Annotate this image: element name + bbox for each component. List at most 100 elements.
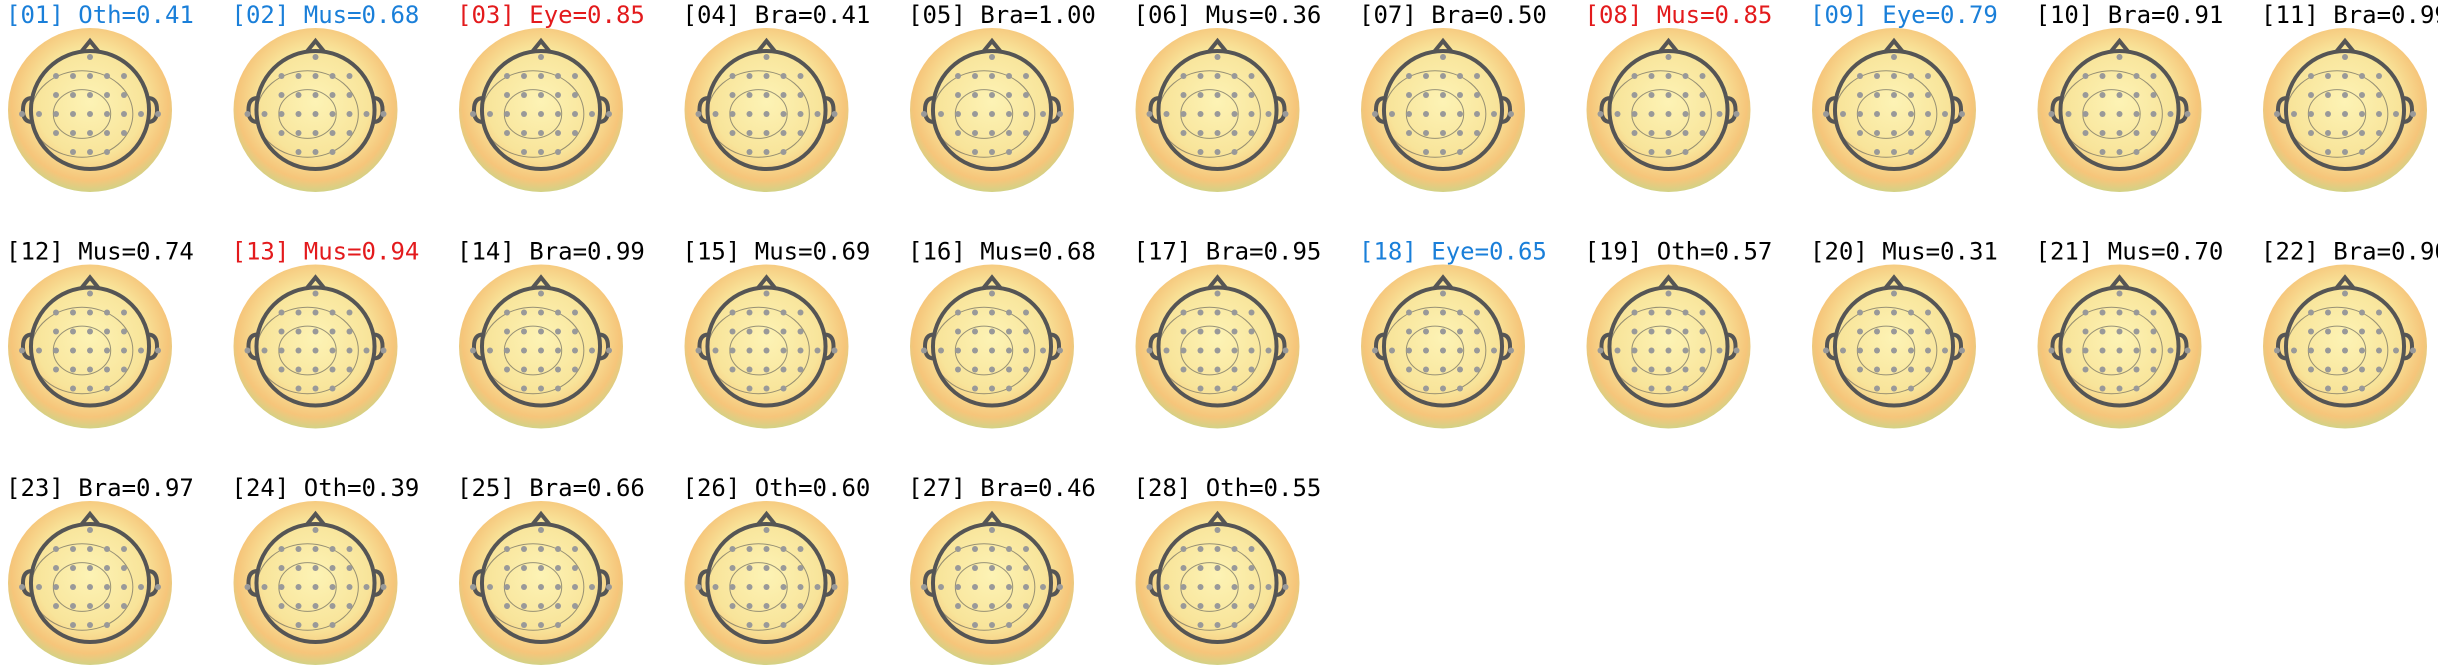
- electrode: [797, 309, 804, 316]
- electrode: [521, 603, 527, 609]
- electrode: [1197, 328, 1204, 335]
- electrode: [1682, 347, 1689, 354]
- right-ear: [373, 96, 385, 124]
- component-label: [07] Bra=0.50: [1359, 1, 1547, 29]
- electrode: [104, 546, 110, 552]
- electrode: [2099, 92, 2106, 98]
- electrode: [1023, 366, 1029, 373]
- electrode: [2099, 309, 2106, 316]
- electrode: [780, 328, 787, 335]
- electrode: [972, 622, 978, 628]
- electrode: [87, 73, 93, 79]
- electrode: [312, 149, 319, 155]
- electrode: [87, 527, 93, 533]
- electrode: [1372, 347, 1378, 354]
- electrode: [2116, 328, 2123, 335]
- electrode: [2065, 111, 2072, 117]
- electrode: [763, 111, 770, 117]
- electrode: [1648, 149, 1655, 155]
- component-label: [12] Mus=0.74: [6, 238, 194, 266]
- electrode: [104, 328, 110, 335]
- electrode: [295, 328, 302, 335]
- electrode: [989, 111, 995, 117]
- electrode: [295, 347, 302, 354]
- electrode: [555, 149, 561, 155]
- electrode: [538, 130, 544, 136]
- electrode: [572, 347, 578, 354]
- electrode: [1891, 290, 1897, 297]
- electrode: [1648, 92, 1655, 98]
- electrode: [729, 92, 736, 98]
- electrode: [2291, 347, 2297, 354]
- electrode: [780, 603, 787, 609]
- electrode: [380, 584, 387, 590]
- electrode: [780, 73, 787, 79]
- electrode: [1023, 603, 1029, 609]
- electrode: [1648, 328, 1655, 335]
- electrode: [1006, 328, 1012, 335]
- right-ear: [1049, 96, 1062, 124]
- electrode: [1006, 73, 1012, 79]
- electrode: [780, 149, 787, 155]
- nose: [304, 510, 327, 527]
- left-ear: [922, 96, 935, 124]
- topomap: [17] Bra=0.95: [1134, 238, 1322, 429]
- electrode: [1491, 347, 1497, 354]
- electrode: [1214, 603, 1221, 609]
- left-ear: [20, 332, 33, 361]
- electrode: [104, 622, 110, 628]
- electrode: [1057, 111, 1063, 117]
- electrode: [989, 385, 995, 392]
- left-ear: [1373, 96, 1386, 124]
- electrode: [2308, 366, 2314, 373]
- electrode: [1423, 366, 1429, 373]
- electrode: [87, 130, 93, 136]
- electrode: [572, 92, 578, 98]
- electrode: [1874, 73, 1880, 79]
- electrode: [797, 565, 804, 571]
- left-ear: [922, 569, 935, 597]
- head-outline: [930, 521, 1054, 645]
- right-ear: [1275, 332, 1287, 361]
- electrode: [763, 54, 770, 60]
- electrode: [104, 366, 110, 373]
- electrode: [2082, 309, 2089, 316]
- topomap: [12] Mus=0.74: [6, 238, 194, 429]
- nose: [1883, 37, 1905, 54]
- component-label: [22] Bra=0.90: [2261, 238, 2438, 266]
- electrode: [1231, 565, 1238, 571]
- electrode: [555, 366, 561, 373]
- electrode: [104, 73, 110, 79]
- electrode: [729, 603, 736, 609]
- component-label: [17] Bra=0.95: [1134, 238, 1322, 266]
- electrode: [2116, 309, 2123, 316]
- electrode: [487, 347, 493, 354]
- electrode: [1197, 111, 1204, 117]
- electrode: [138, 347, 144, 354]
- electrode: [329, 92, 336, 98]
- electrode: [955, 328, 961, 335]
- electrode: [1648, 309, 1655, 316]
- electrode: [278, 92, 285, 98]
- electrode: [989, 290, 995, 297]
- electrode: [363, 584, 370, 590]
- head-outline: [705, 48, 828, 172]
- electrode: [955, 546, 961, 552]
- electrode: [312, 290, 319, 297]
- electrode: [329, 385, 336, 392]
- electrode: [2342, 290, 2348, 297]
- electrode: [1197, 347, 1204, 354]
- electrode: [87, 111, 93, 117]
- electrode: [1440, 130, 1446, 136]
- head-outline: [479, 285, 603, 408]
- electrode: [346, 309, 353, 316]
- electrode: [1180, 546, 1187, 552]
- electrode: [504, 347, 510, 354]
- electrode: [538, 111, 544, 117]
- nose: [755, 37, 778, 54]
- electrode: [1942, 347, 1948, 354]
- electrode: [1423, 309, 1429, 316]
- topomap: [06] Mus=0.36: [1134, 1, 1321, 192]
- electrode: [2082, 328, 2089, 335]
